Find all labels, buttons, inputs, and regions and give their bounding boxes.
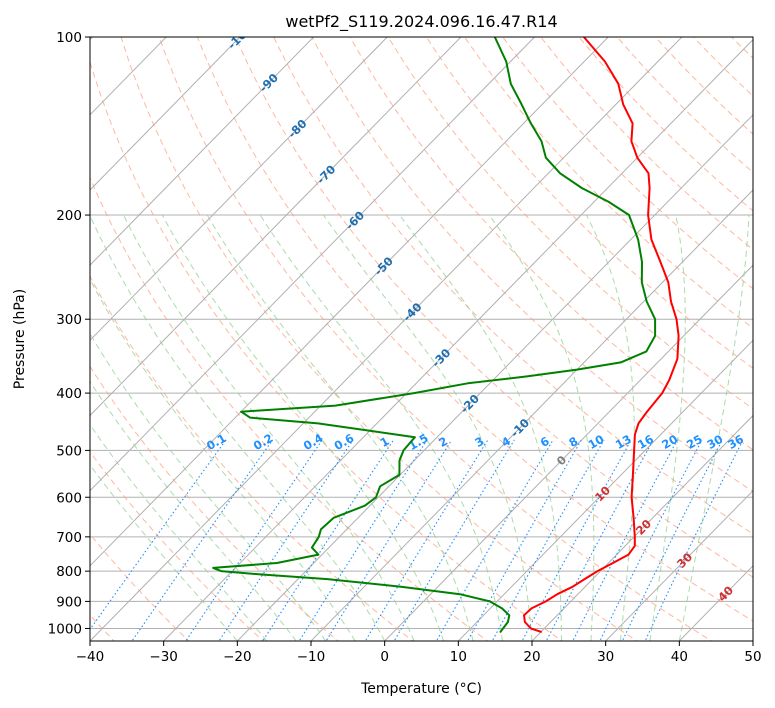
isotherm-line	[90, 37, 683, 641]
background-lines	[90, 37, 753, 641]
dry-adiabat	[90, 450, 265, 641]
mixing-ratio-line	[393, 439, 515, 641]
mixing-ratio-line	[218, 439, 354, 641]
plot-area	[90, 37, 753, 641]
plot-frame	[89, 36, 754, 642]
moist-adiabat	[206, 214, 474, 641]
y-tick-label: 900	[56, 594, 82, 610]
dry-adiabat	[120, 37, 638, 641]
moist-adiabat	[90, 463, 238, 641]
moist-adiabat	[259, 214, 503, 641]
mixing-ratio-line	[262, 439, 394, 641]
dry-adiabat	[90, 176, 489, 641]
mixing-ratio-label: 20	[659, 432, 680, 452]
x-tick-label: −20	[223, 649, 252, 665]
moist-adiabat	[90, 332, 327, 641]
isotherm-line	[90, 37, 315, 266]
mixing-ratio-line	[298, 439, 428, 641]
isotherm-line	[310, 189, 753, 641]
mixing-ratio-label: 30	[704, 432, 725, 452]
y-tick-label: 200	[56, 208, 82, 224]
moist-adiabat	[123, 214, 415, 641]
dry-adiabat	[425, 37, 753, 369]
dry-adiabat	[196, 37, 753, 622]
y-axis-label: Pressure (hPa)	[12, 289, 28, 389]
x-tick-label: 50	[744, 649, 761, 665]
x-tick-label: 30	[597, 649, 614, 665]
mixing-ratio-line	[435, 439, 554, 641]
mixing-ratio-line	[521, 439, 632, 641]
y-tick-label: 500	[56, 443, 82, 459]
isotherm-line	[90, 37, 241, 191]
y-tick-label: 300	[56, 312, 82, 328]
isotherm-line	[162, 38, 753, 641]
dry-adiabat	[235, 37, 753, 578]
dry-adiabat	[387, 37, 753, 410]
mixing-ratio-label: 36	[725, 432, 746, 452]
y-tick-label: 1000	[48, 621, 82, 637]
moist-adiabat	[678, 214, 750, 641]
x-tick-label: −40	[76, 649, 105, 665]
moist-adiabat	[649, 214, 686, 641]
dry-adiabat	[90, 275, 414, 641]
moist-adiabat	[90, 214, 386, 641]
isotherm-line	[90, 37, 536, 492]
y-tick-label: 700	[56, 530, 82, 546]
mixing-ratio-label: 16	[635, 432, 656, 452]
x-tick-label: −30	[149, 649, 178, 665]
x-tick-label: −10	[297, 649, 326, 665]
dry-adiabat	[90, 60, 564, 641]
y-tick-label: 400	[56, 386, 82, 402]
mixing-ratio-line	[90, 439, 227, 631]
isotherm-line	[90, 37, 609, 567]
isotherm-line	[383, 264, 753, 641]
mixing-ratio-line	[572, 439, 678, 641]
moist-adiabat	[90, 278, 356, 641]
sounding-series	[212, 37, 680, 633]
axes: −40 −30 −20 −10 0 10 20 30 40 50 100 200 300 400 500 60…	[48, 30, 762, 665]
moist-adiabat	[90, 423, 268, 641]
x-tick-label: 0	[380, 649, 389, 665]
moist-adiabat	[90, 380, 297, 641]
isotherm-line	[604, 489, 753, 641]
dry-adiabat	[90, 365, 340, 641]
y-tick-label: 100	[56, 30, 82, 46]
isotherm-line	[457, 339, 753, 641]
mixing-ratio-line	[466, 439, 582, 641]
dry-adiabat	[311, 37, 753, 493]
isotherm-line	[531, 414, 753, 641]
moist-adiabat	[161, 214, 445, 641]
chart-title: wetPf2_S119.2024.096.16.47.R14	[285, 12, 557, 32]
mixing-ratio-label: 25	[684, 432, 705, 452]
mixing-ratio-line	[364, 439, 489, 641]
pressure-gridlines	[90, 36, 753, 629]
x-tick-label: 20	[523, 649, 540, 665]
mixing-ratio-line	[185, 439, 323, 641]
dewpoint-profile-line	[212, 37, 657, 633]
mixing-ratio-label: 10	[586, 432, 607, 452]
mixing-ratio-line	[491, 439, 605, 641]
x-axis-label: Temperature (°C)	[360, 681, 482, 697]
isotherm-line	[236, 114, 753, 641]
mixing-ratio-label: 13	[613, 432, 634, 452]
dry-adiabat	[273, 37, 753, 535]
isotherm-line	[90, 37, 462, 417]
mixing-ratio-line	[545, 439, 654, 641]
temperature-profile-line	[523, 37, 680, 633]
moist-adiabat	[488, 214, 595, 641]
x-tick-label: 40	[671, 649, 688, 665]
moist-adiabat	[323, 214, 533, 641]
isotherm-line	[90, 37, 388, 342]
dry-adiabat	[349, 37, 753, 451]
y-tick-label: 600	[56, 490, 82, 506]
dry-adiabat	[158, 37, 713, 641]
y-tick-label: 800	[56, 564, 82, 580]
moist-adiabat	[399, 214, 562, 641]
mixing-ratio-line	[325, 439, 453, 641]
x-tick-label: 10	[450, 649, 467, 665]
